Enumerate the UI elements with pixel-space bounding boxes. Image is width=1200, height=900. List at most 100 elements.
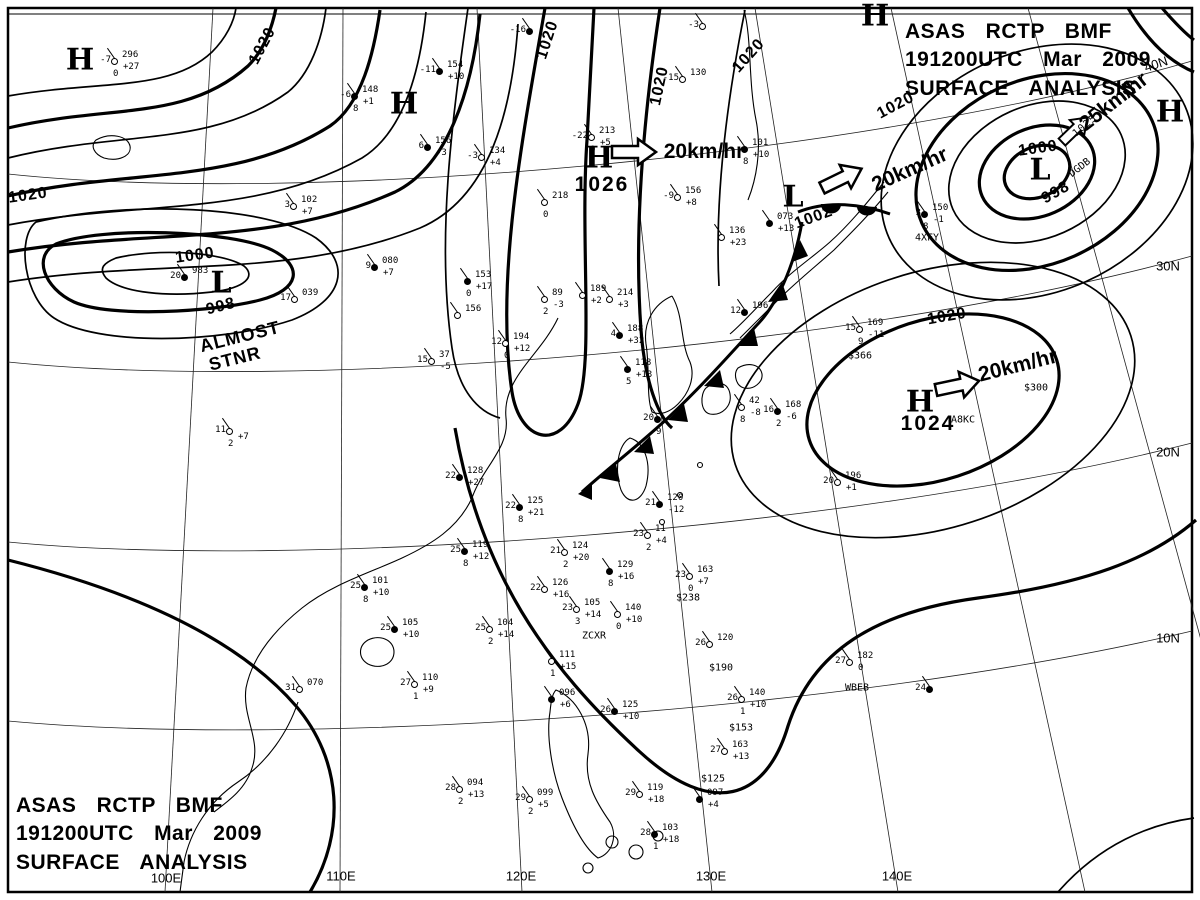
graticule-label: 130E bbox=[695, 868, 727, 884]
chart-id: ASAS RCTP BMF bbox=[16, 794, 223, 817]
station-id-label: DGDB bbox=[1067, 156, 1093, 180]
cold-front bbox=[578, 221, 808, 500]
station-value: 8 bbox=[608, 579, 614, 589]
station-value: -16 bbox=[509, 25, 526, 35]
station-value: 8 bbox=[363, 595, 369, 605]
station-dot bbox=[674, 194, 681, 201]
station-value: +13 bbox=[778, 224, 795, 234]
isobar-label: 1026 bbox=[574, 173, 630, 196]
chart-type: SURFACE ANALYSIS bbox=[16, 850, 248, 874]
station-dot bbox=[686, 573, 693, 580]
station-value: +2 bbox=[591, 296, 602, 306]
station-value: +7 bbox=[383, 268, 394, 278]
station-value: -5 bbox=[440, 362, 451, 372]
station-value: 189 bbox=[590, 284, 607, 294]
station-value: -8 bbox=[750, 408, 761, 418]
station-value: -15 bbox=[662, 73, 679, 83]
station-value: 25 bbox=[450, 545, 461, 555]
isobar-label: 1020 bbox=[533, 18, 562, 62]
station-dot bbox=[679, 76, 686, 83]
station-id-label: $238 bbox=[675, 592, 701, 604]
station-value: 27 bbox=[710, 745, 721, 755]
station-value: 26 bbox=[600, 705, 611, 715]
station-dot bbox=[834, 479, 841, 486]
station-value: +13 bbox=[468, 790, 485, 800]
station-value: -9 bbox=[663, 191, 674, 201]
station-value: +9 bbox=[423, 685, 434, 695]
station-value: +15 bbox=[560, 662, 577, 672]
station-value: 21 bbox=[645, 498, 656, 508]
pressure-center-H: H bbox=[389, 86, 419, 122]
station-dot bbox=[611, 708, 618, 715]
station-value: 124 bbox=[572, 541, 589, 551]
station-value: 27 bbox=[400, 678, 411, 688]
pressure-center-H: H bbox=[905, 384, 935, 420]
station-dot bbox=[606, 568, 613, 575]
station-value: 31 bbox=[285, 683, 296, 693]
station-value: 22 bbox=[445, 471, 456, 481]
station-value: 130 bbox=[690, 68, 707, 78]
station-dot bbox=[478, 154, 485, 161]
station-dot bbox=[644, 532, 651, 539]
station-dot bbox=[361, 584, 368, 591]
station-dot bbox=[526, 28, 533, 35]
station-value: +14 bbox=[585, 610, 602, 620]
station-dot bbox=[696, 796, 703, 803]
title-block-top-right: ASAS RCTP BMF 191200UTC Mar 2009 SURFACE… bbox=[905, 18, 1195, 103]
movement-arrows bbox=[610, 116, 1089, 400]
station-id-label: $153 bbox=[728, 722, 754, 734]
station-value: 983 bbox=[192, 266, 209, 276]
station-value: +8 bbox=[686, 198, 697, 208]
station-value: 156 bbox=[685, 186, 702, 196]
station-value: 0 bbox=[616, 622, 622, 632]
pressure-center-H: H bbox=[1155, 94, 1185, 130]
station-value: 8 bbox=[923, 222, 929, 232]
station-value: 163 bbox=[697, 565, 714, 575]
station-value: 194 bbox=[513, 332, 530, 342]
graticule-label: 10N bbox=[1156, 630, 1180, 646]
station-value: 22 bbox=[505, 501, 516, 511]
station-value: +7 bbox=[238, 432, 249, 442]
station-value: 096 bbox=[559, 688, 576, 698]
graticule-label: 100E bbox=[150, 870, 182, 886]
station-value: 5 bbox=[626, 377, 632, 387]
station-value: 8 bbox=[740, 415, 746, 425]
station-value: +7 bbox=[302, 207, 313, 217]
station-dot bbox=[738, 404, 745, 411]
station-value: 2 bbox=[776, 419, 782, 429]
station-value: +12 bbox=[473, 552, 490, 562]
station-value: 2 bbox=[458, 797, 464, 807]
station-value: -6 bbox=[340, 90, 351, 100]
station-value: 15 bbox=[417, 355, 428, 365]
station-value: -6 bbox=[786, 412, 797, 422]
station-dot bbox=[651, 831, 658, 838]
station-value: 27 bbox=[835, 656, 846, 666]
station-value: 28 bbox=[640, 828, 651, 838]
map-frame bbox=[6, 6, 1194, 894]
station-value: 8 bbox=[518, 515, 524, 525]
chart-datetime: 191200UTC Mar 2009 bbox=[905, 48, 1151, 72]
title-block-bottom-left: ASAS RCTP BMF 191200UTC Mar 2009 SURFACE… bbox=[16, 792, 306, 877]
station-value: 9 bbox=[858, 337, 864, 347]
station-value: 15 bbox=[845, 323, 856, 333]
station-value: 153 bbox=[475, 270, 492, 280]
station-value: +23 bbox=[730, 238, 747, 248]
station-dot bbox=[718, 234, 725, 241]
front-speed-label: 20km/hr bbox=[868, 142, 952, 197]
station-value: +12 bbox=[514, 344, 531, 354]
station-value: +16 bbox=[618, 572, 635, 582]
station-value: 20 bbox=[170, 271, 181, 281]
station-value: +13 bbox=[733, 752, 750, 762]
station-value: -1 bbox=[933, 215, 944, 225]
station-value: 128 bbox=[467, 466, 484, 476]
station-dot bbox=[541, 296, 548, 303]
station-value: 0 bbox=[858, 663, 864, 673]
station-value: 102 bbox=[301, 195, 318, 205]
station-dot bbox=[351, 93, 358, 100]
station-value: 104 bbox=[497, 618, 514, 628]
station-value: +4 bbox=[490, 158, 501, 168]
station-value: +7 bbox=[698, 577, 709, 587]
station-id-label: $300 bbox=[1023, 382, 1049, 394]
